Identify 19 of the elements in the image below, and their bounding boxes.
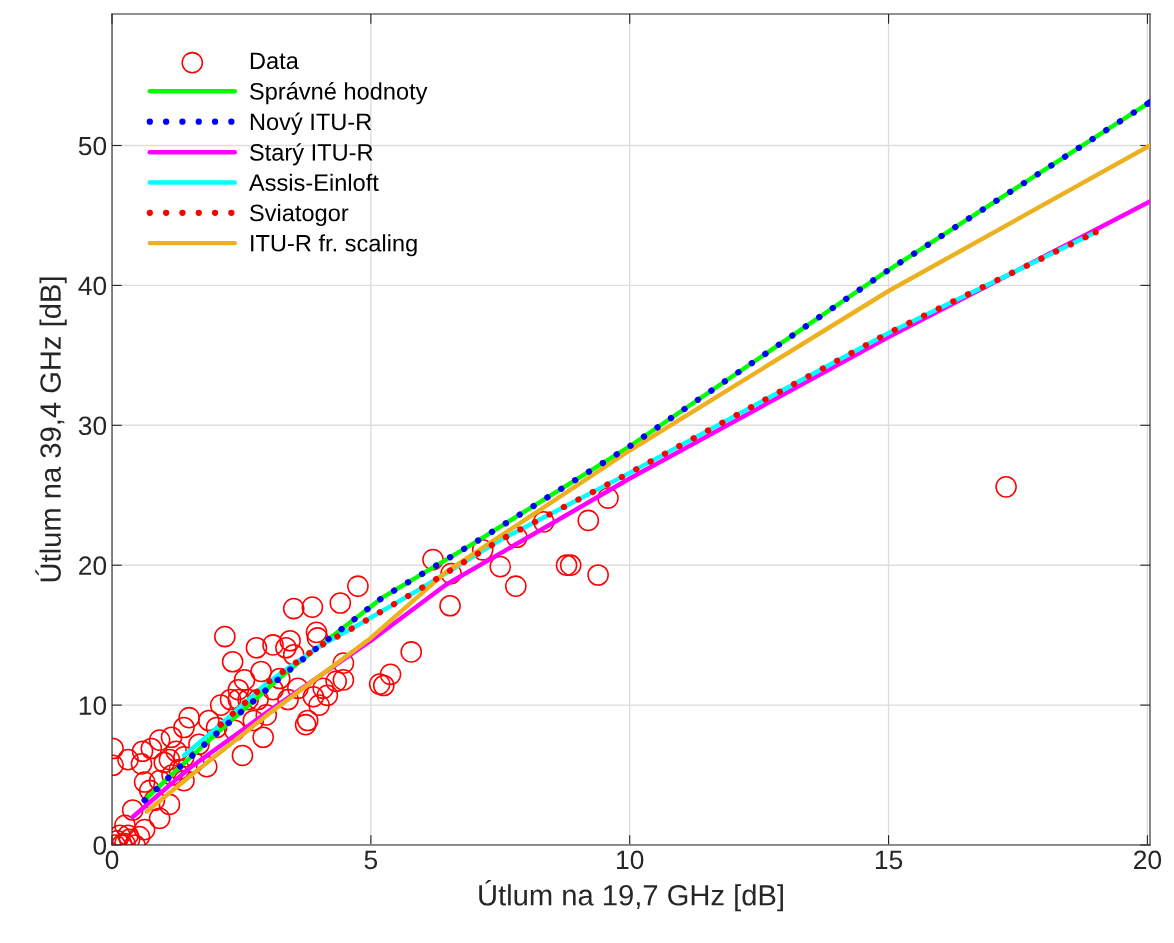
legend-label: Data: [250, 52, 299, 70]
y-tick-label: 50: [78, 136, 107, 156]
legend-label: Starý ITU-R: [250, 143, 373, 166]
x-axis-title: Útlum na 19,7 GHz [dB]: [479, 880, 783, 912]
legend-label: Sviatogor: [250, 203, 349, 226]
legend-label: ITU-R fr. scaling: [251, 234, 417, 257]
x-tick-label: 5: [364, 850, 378, 870]
y-tick-label: 40: [78, 276, 107, 296]
y-axis-title: Útlum na 39,4 GHz [dB]: [35, 277, 67, 582]
y-tick-label: 30: [78, 416, 107, 436]
y-tick-label: 0: [93, 836, 107, 855]
y-tick-label: 10: [79, 696, 107, 715]
x-tick-label: 10: [617, 850, 644, 870]
legend-label: Assis-Einloft: [248, 173, 379, 192]
y-tick-label: 20: [79, 556, 107, 576]
legend-label: Správné hodnoty: [250, 82, 428, 105]
x-tick-label: 20: [1134, 850, 1162, 870]
x-tick-label: 15: [875, 850, 903, 870]
legend-label: Nový ITU-R: [250, 112, 372, 135]
